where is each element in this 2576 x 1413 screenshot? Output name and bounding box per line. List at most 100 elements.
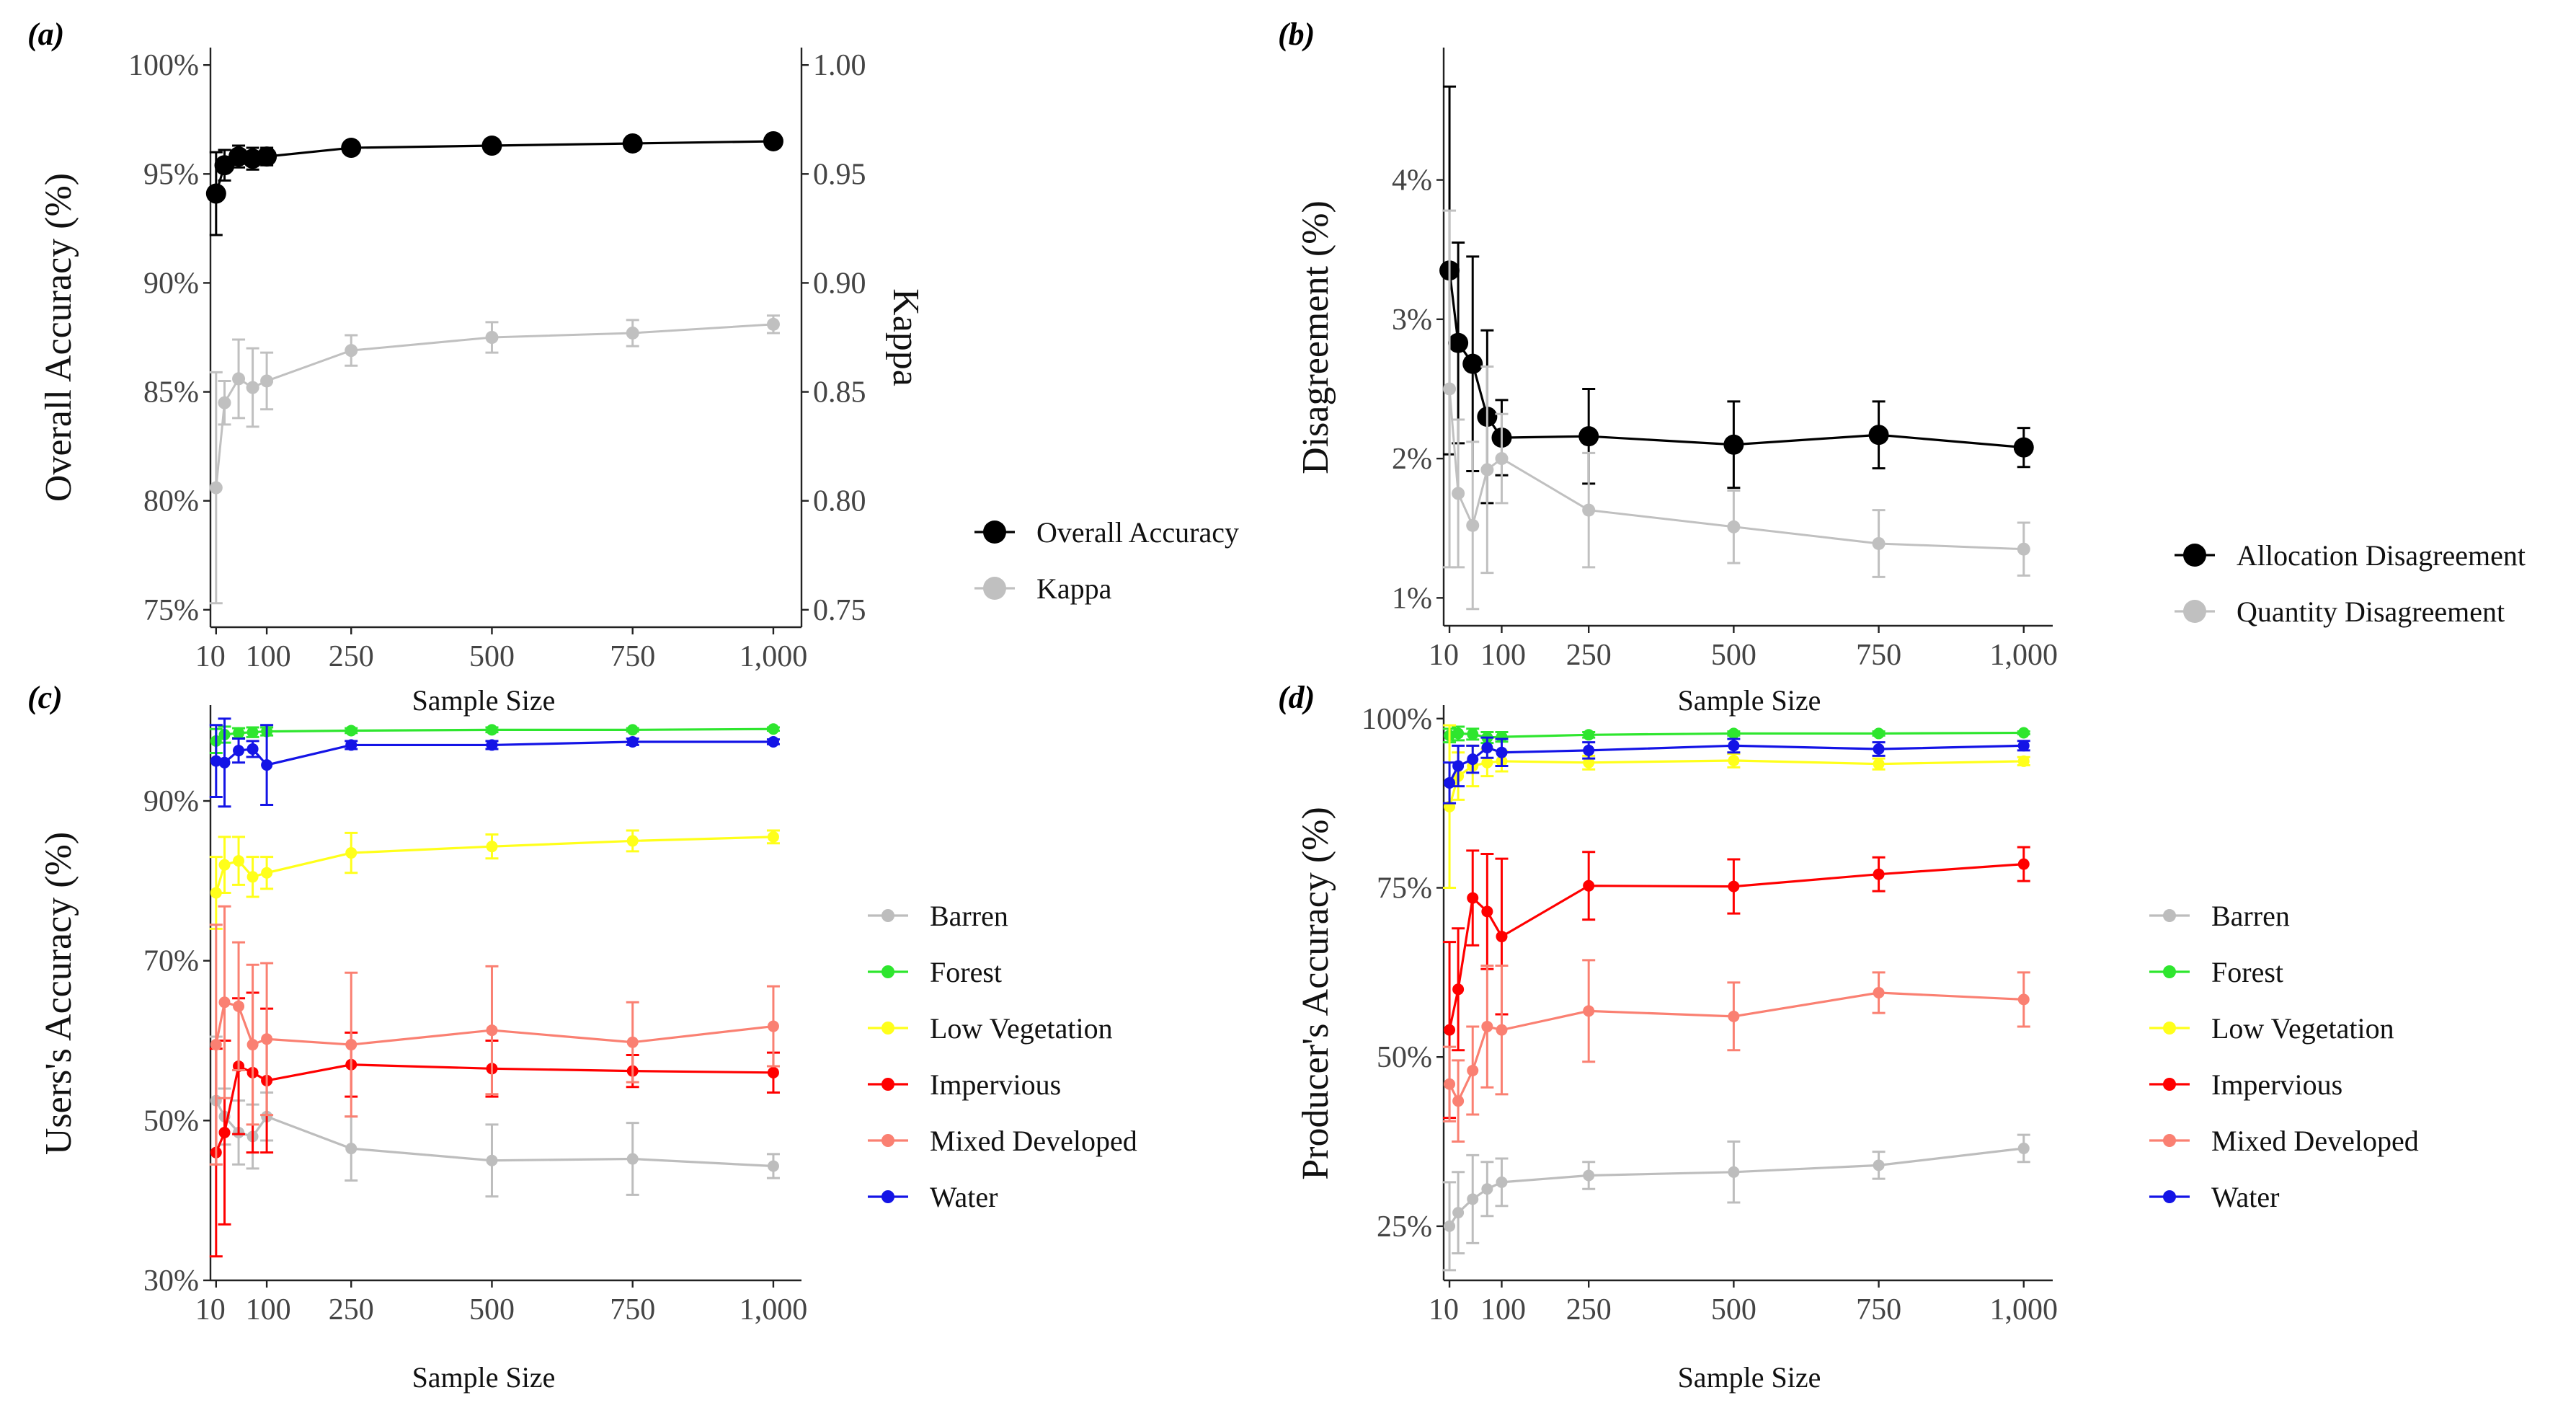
legend-marker [881, 1190, 894, 1203]
data-point [1452, 760, 1465, 772]
data-point [1728, 727, 1740, 740]
x-tick-label: 250 [329, 640, 374, 673]
data-point [1495, 452, 1509, 466]
y-tick-label: 50% [1377, 1041, 1432, 1074]
data-point [1728, 880, 1740, 892]
data-point [1728, 1010, 1740, 1022]
data-point [247, 743, 259, 755]
data-point [1873, 868, 1885, 880]
legend-marker [983, 577, 1006, 600]
y-tick-label: 1% [1392, 582, 1432, 615]
data-point [767, 1066, 779, 1078]
x-tick-label: 1,000 [740, 1293, 808, 1326]
x-tick-label: 500 [1711, 1293, 1756, 1326]
data-point [1467, 1193, 1479, 1205]
data-point [218, 859, 231, 871]
y-tick-label: 75% [1377, 872, 1432, 905]
data-point [1452, 1095, 1465, 1107]
series-impervious [1443, 846, 2030, 1120]
data-point [1873, 758, 1885, 770]
legend-label: Water [930, 1181, 998, 1213]
data-point [341, 138, 362, 159]
y-tick-label: 95% [143, 158, 199, 191]
legend-marker [881, 1022, 894, 1035]
y-axis-title: Overall Accuracy (%) [38, 173, 79, 502]
chart-panel-b: (b) 1% 2% 3% 4% 10 100 250 500 750 1,000 Sample Siz… [1278, 17, 2526, 717]
legend-marker [2183, 544, 2206, 567]
data-point [1583, 1005, 1595, 1017]
y-tick-label: 80% [143, 485, 199, 518]
x-tick-label: 750 [1856, 1293, 1901, 1326]
y-tick-label: 2% [1392, 443, 1432, 476]
y-tick-label: 90% [143, 785, 199, 818]
data-point [767, 830, 779, 843]
y-tick-label: 100% [1362, 703, 1432, 736]
series-line [1448, 1147, 2024, 1227]
legend-marker [2163, 1190, 2176, 1203]
data-point [626, 1036, 639, 1048]
data-point [345, 739, 357, 751]
data-point [486, 1154, 498, 1166]
y2-tick-label: 0.90 [813, 267, 866, 300]
series-mixed-developed [1443, 959, 2030, 1143]
data-point [1480, 463, 1494, 477]
data-point [626, 835, 639, 847]
x-tick-label: 10 [1429, 639, 1459, 672]
series-water [1443, 736, 2030, 805]
y-tick-label: 90% [143, 267, 199, 300]
data-point [1496, 1024, 1508, 1036]
data-point [218, 396, 231, 409]
series-line [215, 1063, 773, 1153]
x-tick-label: 1,000 [1990, 1293, 2058, 1326]
data-point [247, 871, 259, 883]
data-point [205, 183, 226, 204]
x-tick-label: 100 [246, 640, 291, 673]
data-point [2017, 755, 2030, 767]
legend-marker [2163, 1022, 2176, 1035]
legend-marker [2163, 909, 2176, 922]
data-point [345, 847, 357, 859]
data-point [767, 1160, 779, 1172]
data-point [1578, 426, 1599, 447]
data-point [486, 1024, 498, 1037]
legend-label: Forest [2211, 956, 2283, 988]
data-point [1452, 727, 1465, 740]
y2-axis-title: Kappa [885, 288, 926, 386]
data-point [2017, 542, 2030, 556]
y-tick-label: 25% [1377, 1210, 1432, 1244]
x-axis-title: Sample Size [412, 684, 556, 717]
x-tick-label: 10 [1429, 1293, 1459, 1326]
data-point [210, 1039, 222, 1051]
data-point [1868, 425, 1889, 446]
y2-tick-label: 0.75 [813, 594, 866, 627]
x-tick-label: 750 [610, 1293, 655, 1326]
data-point [1444, 1220, 1456, 1232]
x-tick-label: 500 [1711, 639, 1756, 672]
x-tick-label: 10 [195, 640, 226, 673]
data-point [1481, 1020, 1493, 1032]
data-point [1452, 1207, 1465, 1219]
data-point [1873, 727, 1885, 740]
panel-label: (d) [1278, 680, 1315, 715]
data-point [486, 739, 498, 751]
data-point [1728, 1166, 1740, 1178]
legend-marker [881, 1134, 894, 1147]
y-axis-title: Disagreement (%) [1295, 200, 1336, 474]
legend-label: Impervious [2211, 1068, 2342, 1101]
data-point [247, 726, 259, 738]
data-point [622, 133, 643, 154]
data-point [1723, 434, 1744, 455]
y-tick-label: 75% [143, 594, 199, 627]
data-point [1444, 1078, 1456, 1090]
legend-label: Forest [930, 956, 1002, 988]
x-tick-label: 100 [1480, 1293, 1526, 1326]
series-overall-accuracy [205, 130, 783, 236]
data-point [1583, 756, 1595, 768]
chart-panel-c: (c) 30% 50% 70% 90% 10 100 250 500 750 1,000 Sample… [27, 680, 1137, 1394]
x-tick-label: 500 [469, 640, 515, 673]
data-point [257, 146, 277, 167]
data-point [1728, 754, 1740, 766]
chart-panel-d: (d) 25% 50% 75% 100% 10 100 250 500 750 1,000 Sampl… [1278, 680, 2419, 1394]
data-point [1452, 983, 1465, 996]
data-point [233, 727, 245, 739]
